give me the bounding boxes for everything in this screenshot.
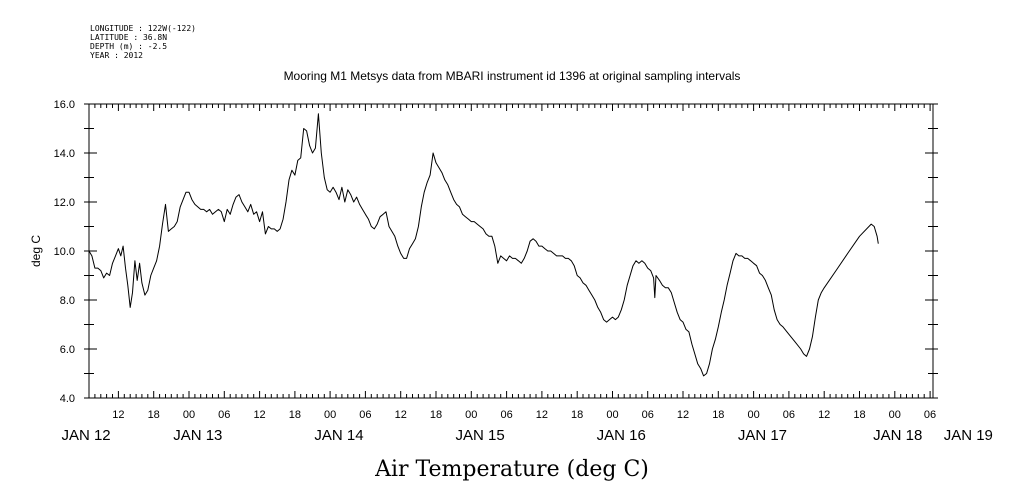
x-tick-label: 12: [818, 409, 830, 421]
chart-title: Mooring M1 Metsys data from MBARI instru…: [284, 69, 741, 83]
axis-ticks: [84, 103, 938, 399]
y-axis-label: deg C: [29, 235, 43, 267]
day-label: JAN 16: [597, 427, 646, 444]
day-label: JAN 15: [456, 427, 505, 444]
plot-frame: [88, 103, 934, 399]
x-tick-label: 00: [606, 409, 618, 421]
x-tick-label: 18: [853, 409, 865, 421]
y-axis-tick-labels: 4.0 6.0 8.0 10.0 12.0 14.0 16.0: [54, 99, 75, 405]
series-layer: [88, 113, 879, 377]
x-axis-tick-labels: 12 18 00 06 12 18 00 06 12 18 00 06 12 18 00 06 12 18 00 06…: [112, 409, 936, 421]
y-tick-label: 14.0: [54, 148, 75, 160]
x-tick-label: 18: [571, 409, 583, 421]
x-tick-label: 06: [500, 409, 512, 421]
day-label: JAN 17: [738, 427, 787, 444]
x-tick-label: 06: [218, 409, 230, 421]
x-tick-label: 18: [148, 409, 160, 421]
info-line: LONGITUDE : 122W(-122): [90, 24, 196, 33]
day-label: JAN 18: [873, 427, 922, 444]
info-line: LATITUDE : 36.8N: [90, 33, 167, 42]
x-tick-label: 12: [536, 409, 548, 421]
info-line: DEPTH (m) : -2.5: [90, 42, 167, 51]
y-tick-label: 12.0: [54, 197, 75, 209]
x-tick-label: 00: [747, 409, 759, 421]
y-tick-label: 10.0: [54, 246, 75, 258]
x-tick-label: 00: [889, 409, 901, 421]
tick-marks: [84, 103, 938, 399]
x-tick-label: 18: [289, 409, 301, 421]
x-tick-label: 00: [465, 409, 477, 421]
x-tick-label: 00: [183, 409, 195, 421]
y-tick-label: 4.0: [60, 393, 75, 405]
x-axis-label: Air Temperature (deg C): [374, 457, 649, 482]
x-tick-label: 12: [395, 409, 407, 421]
y-tick-label: 16.0: [54, 99, 75, 111]
x-tick-label: 06: [359, 409, 371, 421]
x-tick-label: 12: [112, 409, 124, 421]
x-tick-label: 18: [712, 409, 724, 421]
info-line: YEAR : 2012: [90, 51, 143, 60]
day-label: JAN 14: [314, 427, 363, 444]
x-tick-label: 00: [324, 409, 336, 421]
y-tick-label: 8.0: [60, 295, 75, 307]
x-tick-label: 12: [253, 409, 265, 421]
x-tick-label: 06: [642, 409, 654, 421]
info-block: LONGITUDE : 122W(-122)LATITUDE : 36.8NDE…: [90, 24, 196, 60]
y-tick-label: 6.0: [60, 344, 75, 356]
x-tick-label: 18: [430, 409, 442, 421]
x-axis-day-labels: JAN 12 JAN 13 JAN 14 JAN 15 JAN 16 JAN 17 JAN …: [61, 427, 992, 444]
day-label: JAN 13: [173, 427, 222, 444]
x-tick-label: 06: [783, 409, 795, 421]
day-label: JAN 12: [61, 427, 110, 444]
x-tick-label: 12: [677, 409, 689, 421]
day-label: JAN 19: [944, 427, 993, 444]
series-line: [88, 113, 879, 377]
x-tick-label: 06: [924, 409, 936, 421]
